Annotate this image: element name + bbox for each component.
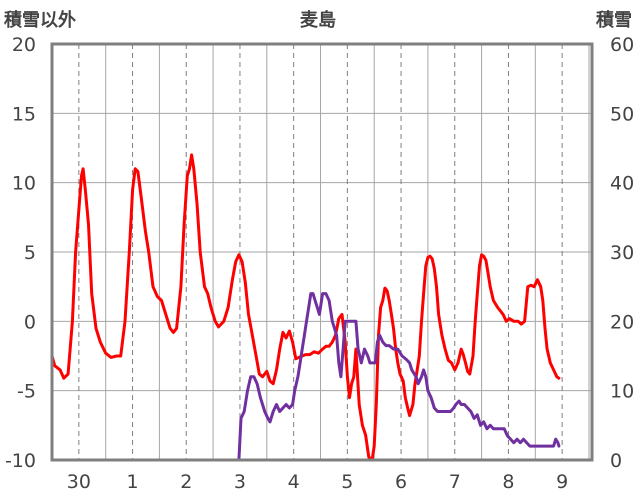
right-axis-title: 積雪 bbox=[595, 9, 632, 31]
right-tick-label: 10 bbox=[610, 381, 634, 403]
day-tick-label: 2 bbox=[180, 471, 192, 493]
left-tick-label: 10 bbox=[12, 173, 36, 195]
day-tick-label: 5 bbox=[341, 471, 353, 493]
day-tick-label: 7 bbox=[449, 471, 461, 493]
right-tick-label: 0 bbox=[610, 450, 622, 472]
left-tick-label: 5 bbox=[24, 242, 36, 264]
day-tick-label: 4 bbox=[288, 471, 300, 493]
right-tick-label: 20 bbox=[610, 311, 634, 333]
plot-frame bbox=[50, 42, 594, 462]
day-tick-label: 8 bbox=[502, 471, 514, 493]
right-tick-label: 40 bbox=[610, 173, 634, 195]
left-tick-label: -5 bbox=[17, 381, 36, 403]
left-tick-label: 0 bbox=[24, 311, 36, 333]
day-tick-label: 6 bbox=[395, 471, 407, 493]
day-tick-label: 30 bbox=[67, 471, 91, 493]
series-line-left-axis bbox=[50, 153, 561, 462]
day-tick-label: 1 bbox=[127, 471, 139, 493]
left-axis-title: 積雪以外 bbox=[3, 9, 76, 31]
right-tick-label: 60 bbox=[610, 34, 634, 56]
chart-title: 麦島 bbox=[300, 9, 336, 31]
day-tick-label: 9 bbox=[556, 471, 568, 493]
left-tick-label: -10 bbox=[5, 450, 36, 472]
right-tick-label: 50 bbox=[610, 103, 634, 125]
series-line-right-axis bbox=[50, 292, 561, 462]
left-tick-label: 20 bbox=[12, 34, 36, 56]
left-tick-label: 15 bbox=[12, 103, 36, 125]
day-tick-label: 3 bbox=[234, 471, 246, 493]
right-tick-label: 30 bbox=[610, 242, 634, 264]
